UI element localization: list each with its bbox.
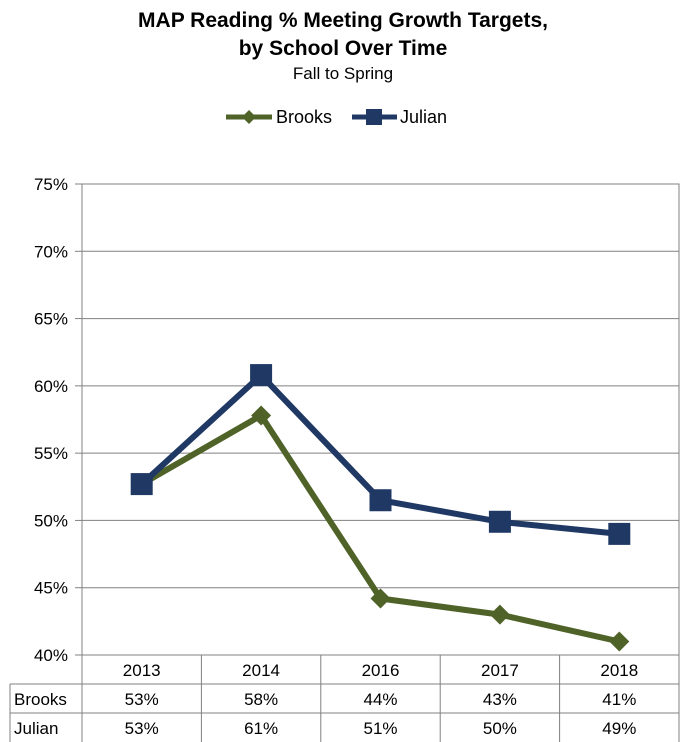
table-row-label-julian: Julian (14, 719, 58, 738)
x-tick-label: 2014 (242, 661, 280, 680)
data-point-brooks (489, 604, 510, 625)
plot-area-border (81, 183, 680, 656)
y-tick-label: 75% (34, 175, 68, 194)
table-cell-julian: 53% (125, 719, 159, 738)
data-point-julian (488, 510, 511, 533)
data-point-brooks (370, 588, 391, 609)
chart-subtitle: Fall to Spring (293, 64, 393, 83)
chart-title: MAP Reading % Meeting Growth Targets, (138, 9, 548, 32)
y-tick-label: 65% (34, 310, 68, 329)
table-cell-brooks: 44% (363, 690, 397, 709)
legend: Brooks Julian (226, 107, 447, 127)
data-point-brooks (251, 405, 272, 426)
x-tick-label: 2016 (362, 661, 400, 680)
table-cell-julian: 51% (363, 719, 397, 738)
data-point-julian (130, 473, 153, 496)
x-tick-label: 2017 (481, 661, 519, 680)
series-layer (130, 364, 631, 652)
chart-title-line2: by School Over Time (239, 37, 448, 60)
table-cell-julian: 61% (244, 719, 278, 738)
table-row-label-brooks: Brooks (14, 690, 67, 709)
legend-marker-brooks (242, 110, 256, 124)
table-cell-brooks: 53% (125, 690, 159, 709)
gridlines (82, 250, 679, 589)
series-julian (130, 364, 631, 545)
data-point-julian (250, 364, 273, 387)
y-tick-label: 60% (34, 377, 68, 396)
y-axis-ticks: 75% 70% 65% 60% 55% 50% 45% 40% (34, 175, 82, 665)
legend-label-julian: Julian (400, 107, 447, 127)
data-point-brooks (609, 631, 630, 652)
data-point-julian (608, 522, 631, 545)
y-tick-label: 45% (34, 579, 68, 598)
table-cell-julian: 50% (483, 719, 517, 738)
legend-item-brooks: Brooks (226, 107, 332, 127)
legend-marker-julian (366, 109, 382, 125)
table-cell-brooks: 58% (244, 690, 278, 709)
legend-item-julian: Julian (352, 107, 447, 127)
data-table: 2013 2014 2016 2017 2018 Brooks 53% 58% 44% 43% 41… (9, 655, 680, 742)
legend-label-brooks: Brooks (276, 107, 332, 127)
data-point-julian (369, 489, 392, 512)
y-tick-label: 40% (34, 646, 68, 665)
y-tick-label: 70% (34, 242, 68, 261)
table-cell-julian: 49% (602, 719, 636, 738)
y-tick-label: 55% (34, 444, 68, 463)
table-cell-brooks: 43% (483, 690, 517, 709)
x-tick-label: 2018 (600, 661, 638, 680)
table-cell-brooks: 41% (602, 690, 636, 709)
y-tick-label: 50% (34, 511, 68, 530)
x-tick-label: 2013 (123, 661, 161, 680)
